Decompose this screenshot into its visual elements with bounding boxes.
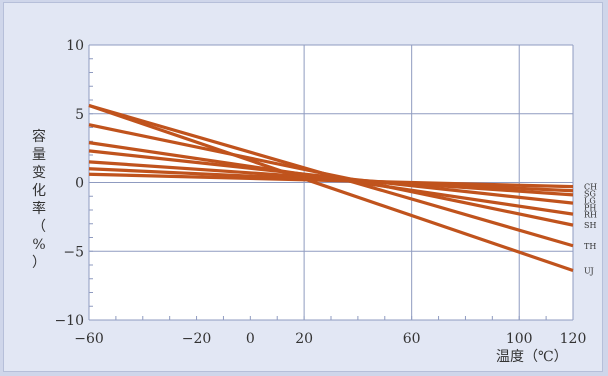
y-tick-label: 10	[66, 38, 84, 54]
x-tick-label: 20	[295, 331, 313, 347]
x-tick-label: 100	[506, 331, 533, 347]
y-tick-label: 0	[75, 176, 84, 192]
x-tick-label: 60	[403, 331, 421, 347]
x-tick-label: 0	[246, 331, 255, 347]
x-tick-label: 120	[560, 331, 587, 347]
x-tick-labels: −60 −20 0 20 60 100 120	[74, 331, 586, 347]
y-axis-label: 容量变化率（%）	[32, 128, 46, 271]
series-line-uj	[88, 103, 574, 273]
legend-label-sh: SH	[584, 221, 596, 230]
y-tick-label: −10	[54, 313, 84, 329]
minor-ticks	[88, 44, 574, 321]
legend-label-lg: LG	[584, 197, 596, 206]
y-tick-labels: 10 5 0 −5 −10	[54, 38, 84, 329]
series-lines	[88, 103, 574, 273]
series-line-rh	[88, 141, 574, 216]
y-tick-label: −5	[63, 244, 84, 260]
x-tick-label: −60	[74, 331, 104, 347]
x-axis-label: 温度（℃）	[496, 349, 568, 365]
legend-label-uj: UJ	[584, 267, 594, 276]
chart-panel: −60 −20 0 20 60 100 120 10 5 0 −5 −10 CH SG LG PH RH SH…	[3, 2, 603, 372]
legend-label-th: TH	[584, 242, 596, 251]
legend-label-ch: CH	[584, 183, 597, 192]
legend-label-sg: SG	[584, 190, 596, 199]
legend-label-ph: PH	[584, 204, 596, 213]
series-line-th	[88, 103, 574, 248]
y-tick-label: 5	[75, 107, 84, 123]
legend-label-rh: RH	[584, 211, 597, 220]
temperature-capacitance-chart: −60 −20 0 20 60 100 120 10 5 0 −5 −10 CHSGLGPHRHSH…	[32, 38, 597, 365]
x-tick-label: −20	[182, 331, 212, 347]
